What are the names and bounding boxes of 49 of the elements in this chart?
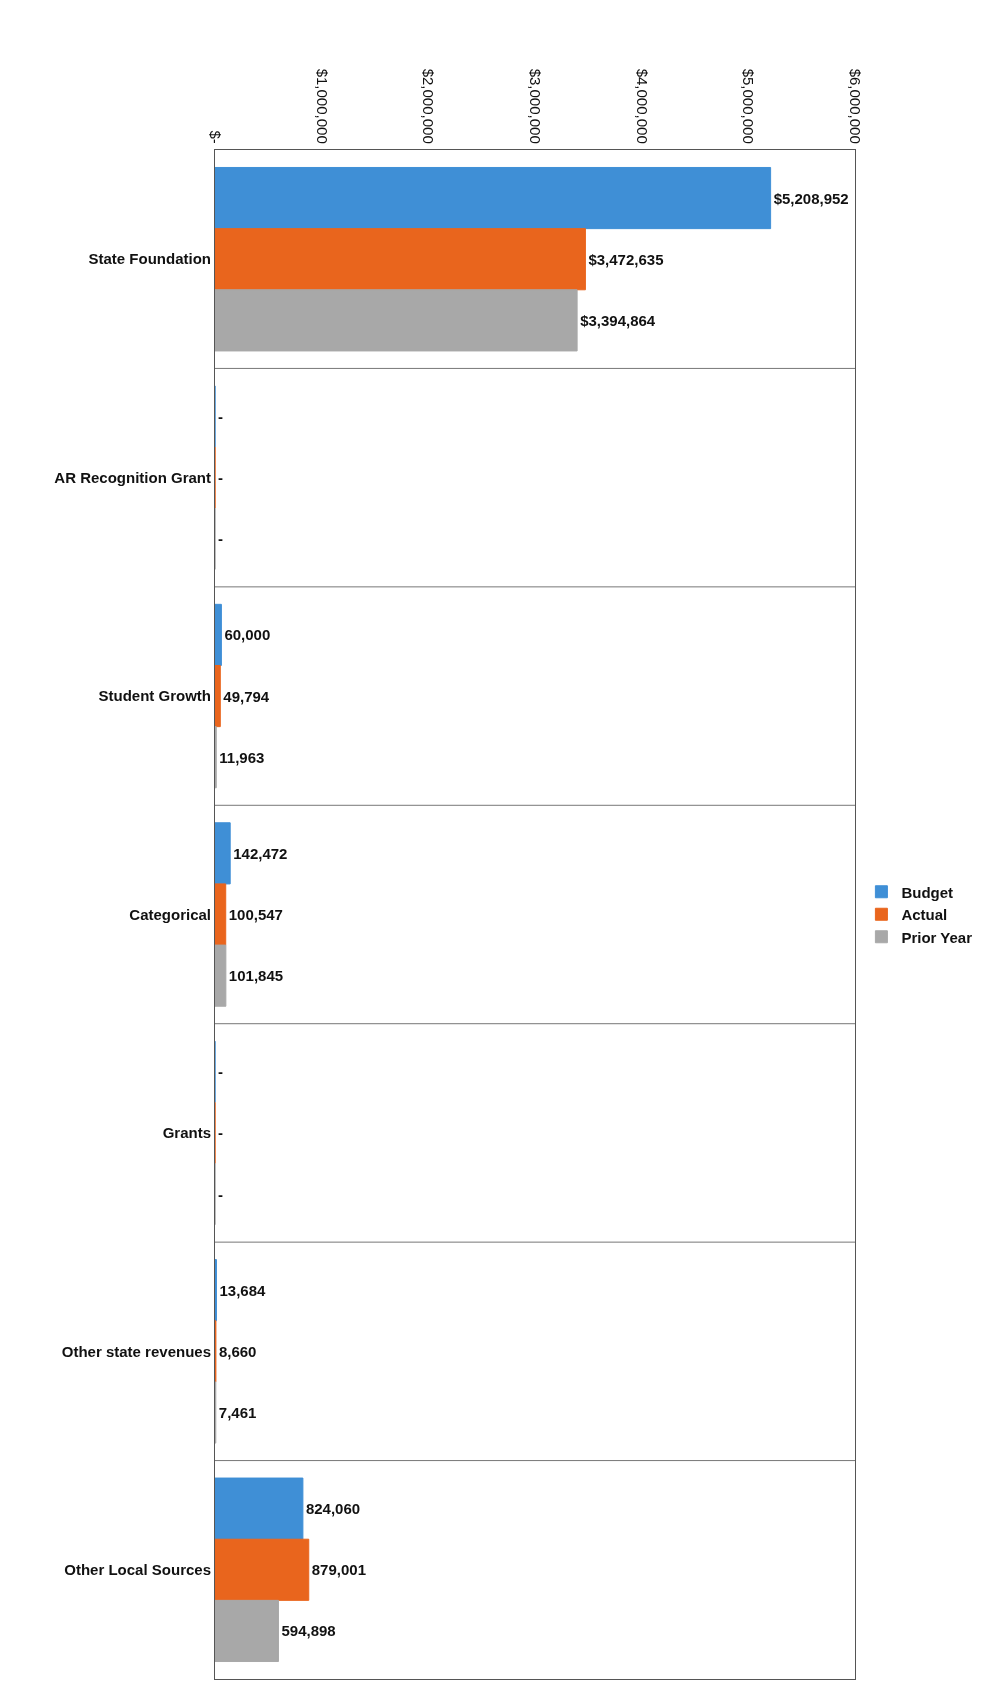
bar [215, 664, 221, 728]
data-label: 7,461 [218, 1404, 257, 1422]
data-label: - [218, 1185, 223, 1203]
data-label: 142,472 [233, 844, 288, 862]
data-label: - [218, 530, 223, 548]
y-tick-label: Categorical [129, 905, 211, 923]
data-label: 8,660 [218, 1342, 257, 1360]
x-tick-label: $4,000,000 [633, 68, 651, 144]
x-tick-label: $5,000,000 [740, 68, 758, 144]
y-tick-label: AR Recognition Grant [54, 468, 211, 486]
bar [215, 1477, 304, 1540]
bar [215, 289, 578, 352]
data-label: 60,000 [224, 626, 271, 644]
x-tick-label: $2,000,000 [420, 68, 438, 144]
data-label: 824,060 [305, 1500, 361, 1518]
data-label: - [218, 1063, 223, 1081]
bar [215, 228, 586, 291]
data-label: $5,208,952 [773, 189, 849, 207]
data-label: - [218, 469, 223, 487]
data-label: 101,845 [228, 967, 284, 985]
y-tick-label: Grants [162, 1124, 211, 1142]
data-label: - [218, 1124, 223, 1142]
x-tick-label: $6,000,000 [847, 68, 865, 144]
data-label: 49,794 [223, 687, 270, 705]
data-label: $3,472,635 [588, 250, 664, 268]
legend-label: Prior Year [901, 928, 973, 946]
bar [215, 883, 227, 946]
data-label: 11,963 [219, 748, 265, 766]
legend-label: Budget [901, 883, 954, 901]
y-tick-label: Other Local Sources [64, 1561, 211, 1579]
data-label: 594,898 [281, 1622, 336, 1640]
bar [215, 822, 231, 885]
x-tick-label: $3,000,000 [527, 68, 545, 144]
data-label: - [218, 407, 223, 425]
data-label: 100,547 [228, 906, 283, 923]
y-tick-label: State Foundation [88, 250, 211, 268]
bar [215, 944, 227, 1007]
x-tick-label: $1,000,000 [313, 68, 331, 144]
data-label: 879,001 [311, 1561, 366, 1579]
y-tick-label: Other state revenues [61, 1342, 211, 1360]
bar [215, 1538, 310, 1601]
bar [215, 1599, 279, 1663]
bar [215, 603, 222, 666]
data-label: $3,394,864 [580, 311, 656, 329]
data-label: 13,684 [219, 1281, 266, 1299]
y-tick-label: Student Growth [98, 687, 211, 705]
legend-label: Actual [901, 906, 948, 924]
x-tick-label: $- [207, 130, 225, 144]
bar [215, 166, 772, 230]
